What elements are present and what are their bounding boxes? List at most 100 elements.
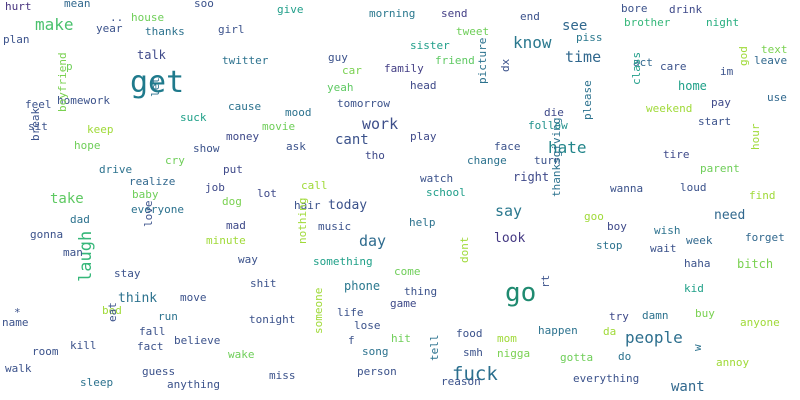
word-brother: brother	[624, 16, 671, 29]
word-baby: baby	[132, 188, 159, 201]
word-do: do	[618, 350, 632, 363]
word-today: today	[328, 198, 368, 213]
word-use: use	[767, 91, 787, 104]
word-get: get	[130, 65, 185, 100]
word-tho: tho	[365, 149, 385, 162]
word-anything: anything	[167, 378, 220, 391]
word-anyone: anyone	[740, 316, 780, 329]
word-everything: everything	[573, 372, 640, 385]
word-gotta: gotta	[560, 351, 594, 364]
word-hour: hour	[749, 123, 762, 151]
word-call: call	[301, 179, 328, 192]
word-school: school	[426, 186, 466, 199]
word-food: food	[456, 327, 483, 340]
word-follow: follow	[528, 119, 568, 132]
word-text: text	[761, 43, 788, 56]
word-bore: bore	[621, 2, 648, 15]
word-tell: tell	[428, 334, 441, 362]
word-cry: cry	[165, 154, 185, 167]
word-dad: dad	[70, 213, 90, 226]
word-music: music	[318, 220, 352, 233]
word-week: week	[686, 234, 713, 247]
word-time: time	[565, 48, 602, 66]
word-say: say	[495, 202, 523, 220]
word-face: face	[494, 140, 521, 153]
word-think: think	[118, 291, 158, 306]
word-everyone: everyone	[131, 203, 184, 216]
word-believe: believe	[174, 334, 221, 347]
word-tomorrow: tomorrow	[337, 97, 390, 110]
word-sister: sister	[410, 39, 450, 52]
word-head: head	[410, 79, 437, 92]
word-run: run	[158, 310, 178, 323]
word-happen: happen	[538, 324, 578, 337]
word-goo: goo	[584, 210, 604, 223]
word-job: job	[205, 181, 225, 194]
word-mom: mom	[497, 332, 517, 345]
word-twitter: twitter	[222, 54, 269, 67]
word-dog: dog	[222, 195, 242, 208]
word-thanksgiving: thanksgiving	[550, 117, 563, 197]
word-house: house	[131, 11, 165, 24]
word-nothing: nothing	[296, 197, 309, 244]
word-right: right	[513, 170, 550, 184]
word-help: help	[409, 216, 436, 229]
word-sit: sit	[28, 120, 48, 133]
word-life: life	[337, 306, 364, 319]
word-lose: lose	[354, 319, 381, 332]
word-fall: fall	[139, 325, 166, 338]
word-f: f	[348, 334, 355, 347]
word-bitch: bitch	[737, 257, 774, 271]
word-parent: parent	[700, 162, 740, 175]
word-p: p	[66, 60, 73, 73]
word-day: day	[359, 232, 387, 250]
word-mad: mad	[226, 219, 246, 232]
word-fuck: fuck	[452, 363, 498, 385]
word-people: people	[625, 328, 683, 347]
word-know: know	[513, 33, 552, 52]
word-end: end	[520, 10, 540, 23]
word-keep: keep	[87, 123, 114, 136]
word-nigga: nigga	[497, 347, 531, 360]
word-guy: guy	[328, 51, 348, 64]
word-leave: leave	[754, 54, 788, 67]
word-show: show	[193, 142, 220, 155]
word-wanna: wanna	[610, 182, 644, 195]
word-movie: movie	[262, 120, 296, 133]
word-forget: forget	[745, 231, 785, 244]
word-picture: picture	[476, 37, 489, 84]
word-phone: phone	[344, 279, 381, 293]
word-class: class	[630, 51, 643, 85]
word-try: try	[609, 310, 629, 323]
word-want: want	[671, 379, 705, 395]
word-hope: hope	[74, 139, 101, 152]
word-tire: tire	[663, 148, 690, 161]
word-drive: drive	[99, 163, 133, 176]
word-morning: morning	[369, 7, 416, 20]
word-work: work	[362, 115, 399, 133]
word-tonight: tonight	[249, 313, 296, 326]
word-pay: pay	[711, 96, 731, 109]
word-move: move	[180, 291, 207, 304]
word-way: way	[238, 253, 258, 266]
word-yeah: yeah	[327, 81, 354, 94]
word-stay: stay	[114, 267, 141, 280]
word-eat: eat	[106, 302, 119, 322]
word-see: see	[562, 18, 588, 34]
word-plan: plan	[3, 33, 30, 46]
word-boy: boy	[607, 220, 627, 233]
word-man: man	[63, 246, 83, 259]
word-name: name	[2, 316, 29, 329]
word-soo: soo	[194, 0, 214, 10]
word-turn: turn	[534, 154, 561, 167]
word-wish: wish	[654, 224, 681, 237]
word-play: play	[410, 130, 437, 143]
word-symbol: *	[14, 306, 21, 319]
word-sleep: sleep	[80, 376, 114, 389]
word-wait: wait	[650, 242, 677, 255]
word-break: break	[29, 107, 42, 141]
word-thing: thing	[404, 285, 438, 298]
word-start: start	[698, 115, 732, 128]
word-dont: dont	[458, 236, 471, 264]
